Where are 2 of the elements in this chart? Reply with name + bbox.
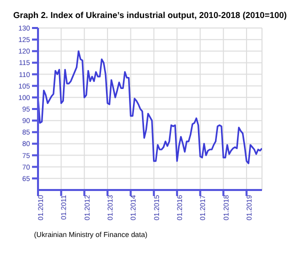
line-series (38, 50, 262, 164)
chart-title: Graph 2. Index of Ukraine’s industrial output, 2010-2018 (2010=100) (12, 9, 288, 22)
